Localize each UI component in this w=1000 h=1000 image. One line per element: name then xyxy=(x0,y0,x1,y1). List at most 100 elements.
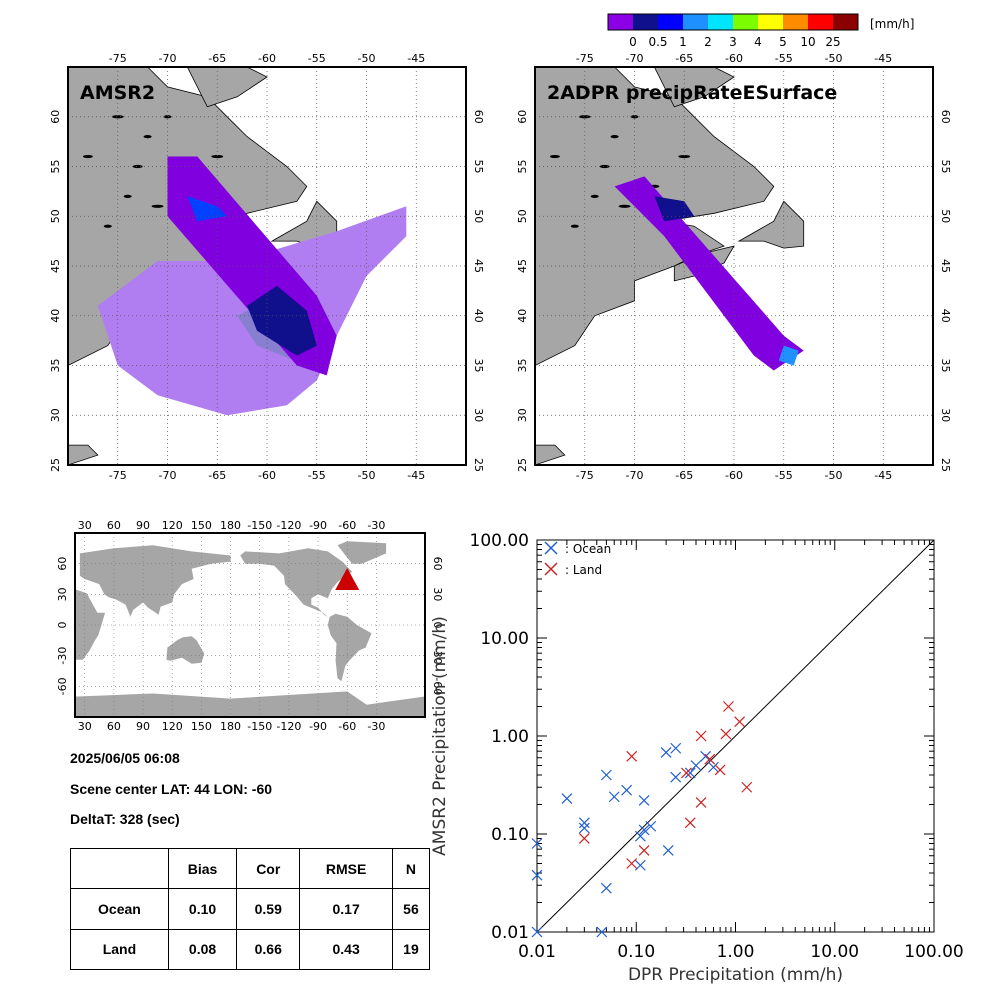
y-tick-label: 0.01 xyxy=(491,923,529,943)
land-mass xyxy=(653,66,735,108)
colorbar-label: 3 xyxy=(729,35,737,49)
lake xyxy=(610,135,619,139)
lon-tick-label-top: -45 xyxy=(874,52,892,65)
continent xyxy=(240,548,353,617)
globe-lon-label-bottom: -90 xyxy=(309,720,327,733)
colorbar-label: 2 xyxy=(704,35,712,49)
globe-lat-label-left: 30 xyxy=(56,587,69,601)
ocean-point xyxy=(596,926,608,938)
lat-tick-label-left: 60 xyxy=(516,110,529,124)
colorbar-swatch xyxy=(658,14,683,30)
land-point xyxy=(734,716,746,728)
lon-tick-label-top: -60 xyxy=(258,52,276,65)
colorbar: 0 0.5 1 2 3 4 5 10 25 [mm/h] xyxy=(607,13,914,49)
lake xyxy=(123,194,132,198)
lake xyxy=(111,115,124,119)
lon-tick-label-bottom: -45 xyxy=(407,469,425,482)
globe-lon-label-top: 120 xyxy=(162,519,183,532)
ocean-point xyxy=(531,926,543,938)
dpr-rain-cell xyxy=(778,345,799,366)
map-title: 2ADPR precipRateESurface xyxy=(547,82,837,104)
lon-tick-label-top: -70 xyxy=(159,52,177,65)
colorbar-swatch xyxy=(783,14,808,30)
lake xyxy=(618,204,631,208)
stats-ocean-rmse: 0.17 xyxy=(299,888,393,930)
colorbar-label: 0.5 xyxy=(648,35,667,49)
colorbar-unit: [mm/h] xyxy=(870,17,914,31)
lat-tick-label-left: 30 xyxy=(49,408,62,422)
lat-tick-label-right: 60 xyxy=(472,110,485,124)
continent xyxy=(337,541,387,564)
globe-lon-label-bottom: 150 xyxy=(191,720,212,733)
stats-land-n: 19 xyxy=(391,928,431,971)
ocean-point xyxy=(634,859,646,871)
map-title: AMSR2 xyxy=(80,82,155,104)
map-frame xyxy=(67,66,467,466)
continent xyxy=(75,693,231,717)
colorbar-label: 25 xyxy=(825,35,840,49)
lat-tick-label-right: 50 xyxy=(939,209,952,223)
stats-ocean-cor: 0.59 xyxy=(236,888,301,930)
stats-row-ocean: Ocean 0.10 0.59 0.17 56 xyxy=(70,888,431,930)
lat-tick-label-right: 40 xyxy=(939,309,952,323)
colorbar-swatch xyxy=(683,14,708,30)
globe-lat-label-right: 60 xyxy=(431,557,444,571)
ocean-point xyxy=(621,784,633,796)
x-tick-label: 0.10 xyxy=(617,942,655,962)
land-point xyxy=(720,728,732,740)
lon-tick-label-bottom: -70 xyxy=(159,469,177,482)
lon-tick-label-top: -50 xyxy=(825,52,843,65)
amsr2-rain-cell xyxy=(187,196,228,222)
stats-header-blank xyxy=(70,847,169,890)
ocean-point xyxy=(708,761,719,773)
world-locator-map: 30 30 60 60 90 90 120 120 150 150 180 180 -150 -150 -1… xyxy=(56,519,444,733)
lon-tick-label-top: -65 xyxy=(675,52,693,65)
stats-land-bias: 0.08 xyxy=(167,928,238,971)
ocean-point xyxy=(608,791,620,803)
land-point xyxy=(578,833,590,844)
globe-lon-label-top: 180 xyxy=(220,519,241,532)
scatter-plot: 0.010.01 0.10 0.10 1.00 1.00 10.00 10.00 100.00… xyxy=(430,531,964,985)
globe-lat-label-right: -30 xyxy=(431,647,444,665)
y-tick-label: 0.10 xyxy=(491,825,529,845)
lat-tick-label-right: 40 xyxy=(472,309,485,323)
globe-frame xyxy=(74,532,426,718)
lon-tick-label-top: -70 xyxy=(626,52,644,65)
ocean-point xyxy=(645,820,657,832)
ocean-point xyxy=(670,742,682,754)
colorbar-swatch xyxy=(633,14,658,30)
ocean-point xyxy=(660,746,672,758)
stats-header-rmse: RMSE xyxy=(299,847,393,890)
lat-tick-label-left: 45 xyxy=(49,259,62,273)
globe-lat-label-left: -60 xyxy=(56,677,69,695)
globe-lat-label-left: 0 xyxy=(56,622,69,629)
globe-lon-label-bottom: 60 xyxy=(107,720,121,733)
colorbar-frame xyxy=(607,13,859,31)
lon-tick-label-bottom: -65 xyxy=(675,469,693,482)
globe-lon-label-bottom: 30 xyxy=(78,720,92,733)
stats-header-row: Bias Cor RMSE N xyxy=(70,847,431,890)
lat-tick-label-left: 50 xyxy=(49,209,62,223)
lake xyxy=(599,164,610,169)
land-point xyxy=(684,817,696,829)
lake xyxy=(549,154,560,159)
x-tick-label: 100.00 xyxy=(904,942,963,962)
lake xyxy=(132,164,143,169)
globe-lon-label-bottom: 90 xyxy=(136,720,150,733)
stats-land-label: Land xyxy=(70,928,169,971)
lon-tick-label-top: -75 xyxy=(109,52,127,65)
globe-lat-label-left: -30 xyxy=(56,647,69,665)
globe-lat-label-right: 0 xyxy=(431,622,444,629)
ocean-point xyxy=(600,769,612,781)
colorbar-label: 1 xyxy=(679,35,687,49)
colorbar-label: 10 xyxy=(800,35,815,49)
lon-tick-label-bottom: -70 xyxy=(626,469,644,482)
lon-tick-label-top: -75 xyxy=(576,52,594,65)
lat-tick-label-right: 30 xyxy=(939,408,952,422)
continent xyxy=(79,545,231,617)
ocean-point xyxy=(638,795,650,806)
lake xyxy=(163,115,172,119)
continent xyxy=(230,691,424,717)
lon-tick-label-bottom: -60 xyxy=(725,469,743,482)
globe-lat-label-left: 60 xyxy=(56,557,69,571)
